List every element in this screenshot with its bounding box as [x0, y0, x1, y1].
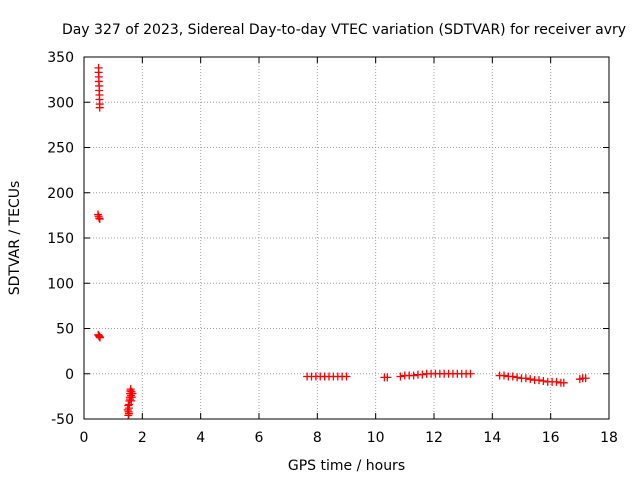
y-tick-label: 0 — [65, 367, 74, 383]
y-tick-label: -50 — [51, 412, 74, 428]
x-tick-label: 4 — [196, 430, 205, 446]
x-axis-title: GPS time / hours — [288, 458, 405, 474]
x-tick-label: 10 — [367, 430, 385, 446]
x-tick-label: 12 — [425, 430, 443, 446]
data-point — [526, 375, 535, 384]
data-point — [127, 387, 136, 396]
data-point — [128, 389, 137, 398]
data-points — [94, 63, 590, 420]
data-point — [552, 377, 561, 386]
x-tick-label: 8 — [313, 430, 322, 446]
x-tick-label: 18 — [600, 430, 618, 446]
data-point — [581, 374, 590, 383]
data-point — [396, 372, 405, 381]
data-point — [500, 371, 508, 380]
grid — [84, 57, 609, 419]
data-point — [124, 409, 133, 418]
data-point — [124, 401, 133, 410]
data-point — [342, 372, 351, 381]
axis-ticks: 0 2 4 6 8 10 12 14 16 18 -50 0 50 100 150 200 250 300 350 — [47, 50, 618, 446]
y-tick-label: 200 — [47, 186, 74, 202]
x-tick-label: 6 — [255, 430, 264, 446]
data-point — [539, 376, 548, 385]
data-point — [95, 214, 104, 223]
y-tick-label: 350 — [47, 50, 74, 66]
data-point — [535, 376, 543, 385]
y-tick-label: 300 — [47, 95, 74, 111]
chart-title: Day 327 of 2023, Sidereal Day-to-day VTE… — [62, 22, 626, 38]
x-tick-label: 16 — [542, 430, 560, 446]
y-tick-label: 250 — [47, 141, 74, 157]
y-axis-title: SDTVAR / TECUs — [7, 181, 23, 296]
x-tick-label: 0 — [80, 430, 89, 446]
data-point — [559, 378, 568, 387]
data-point — [521, 374, 530, 383]
data-point — [418, 370, 427, 379]
data-point — [95, 103, 104, 112]
y-tick-label: 50 — [56, 322, 74, 338]
y-tick-label: 100 — [47, 276, 74, 292]
data-point — [513, 373, 522, 382]
data-point — [126, 395, 135, 404]
data-point — [508, 372, 517, 381]
x-tick-label: 14 — [483, 430, 501, 446]
data-point — [409, 371, 418, 380]
data-point — [383, 373, 392, 382]
data-point — [466, 369, 475, 378]
x-tick-label: 2 — [138, 430, 147, 446]
data-point — [96, 333, 105, 342]
y-tick-label: 150 — [47, 231, 74, 247]
